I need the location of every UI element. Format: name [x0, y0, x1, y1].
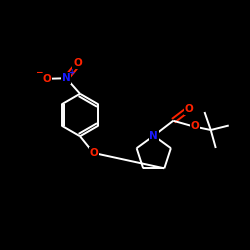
Text: +: +: [69, 68, 75, 77]
Text: O: O: [190, 121, 199, 131]
Text: O: O: [73, 58, 82, 68]
Text: O: O: [43, 74, 51, 84]
Text: N: N: [62, 73, 71, 83]
Text: O: O: [184, 104, 194, 114]
Text: −: −: [35, 68, 42, 77]
Text: O: O: [90, 148, 98, 158]
Text: N: N: [150, 131, 158, 141]
